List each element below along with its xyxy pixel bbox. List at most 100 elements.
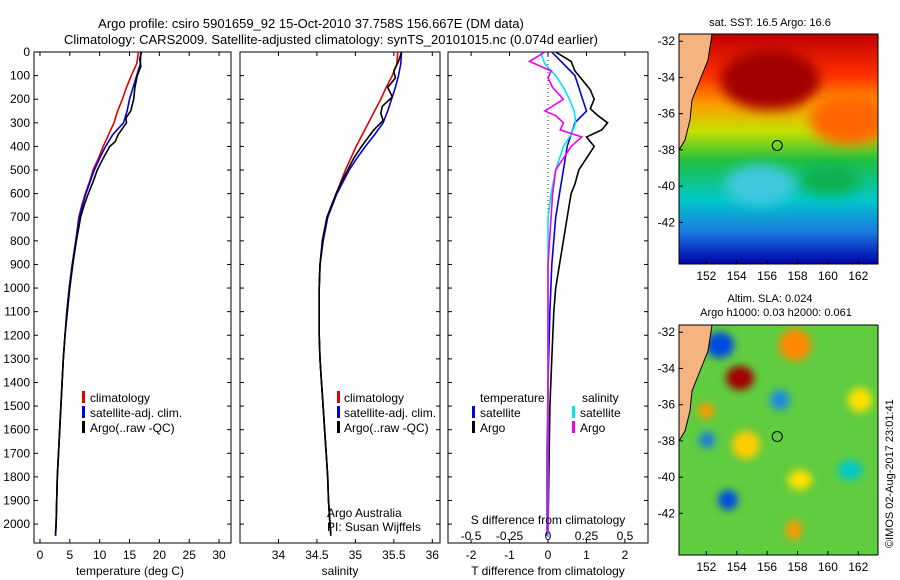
series-satellite — [54, 51, 142, 536]
lat-tick-label: -32 — [658, 34, 676, 48]
x-tick-label: 0 — [545, 548, 552, 562]
x-tick-label: 35.5 — [382, 548, 406, 562]
lat-tick-label: -40 — [658, 179, 676, 193]
x-tick-label: 20 — [153, 548, 167, 562]
s-tick-label: 0 — [545, 529, 552, 543]
depth-tick-label: 100 — [10, 69, 30, 83]
sst-warm-core — [720, 50, 820, 110]
temperature-x-axis: 0 5 10 15 20 25 30 — [37, 52, 226, 562]
s-difference-ticks: -0.5 -0.25 0 0.25 0.5 — [461, 529, 634, 543]
depth-tick-label: 1400 — [3, 375, 30, 389]
legend-label-argo: Argo(..raw -QC) — [344, 421, 429, 435]
salinity-panel: 34 34.5 35 35.5 36 salinity climatology sate… — [239, 51, 441, 578]
depth-tick-label: 800 — [10, 234, 30, 248]
depth-tick-label: 1300 — [3, 352, 30, 366]
x-tick-label: 30 — [212, 548, 226, 562]
depth-tick-label: 600 — [10, 187, 30, 201]
legend-label-s-argo: Argo — [580, 421, 606, 435]
t-difference-label: T difference from climatology — [471, 564, 625, 578]
s-tick-label: 0.25 — [575, 529, 599, 543]
sla-title-2: Argo h1000: 0.03 h2000: 0.061 — [700, 307, 852, 319]
sla-eddy-warm-4 — [698, 403, 714, 419]
legend-label-s-satellite: satellite — [580, 406, 621, 420]
legend-swatch-satellite — [82, 406, 85, 418]
sla-eddy-warm-7 — [786, 520, 802, 540]
depth-tick-label: 400 — [10, 139, 30, 153]
lon-tick-label: 162 — [848, 269, 868, 283]
sla-axis-ticks: 152 154 156 158 160 162 -32 -34 -36 -38 -40 -42 — [658, 325, 869, 574]
x-tick-label: 5 — [66, 548, 73, 562]
depth-tick-label: 1200 — [3, 328, 30, 342]
difference-legend: temperature satellite Argo salinity sate… — [472, 391, 621, 435]
legend-label-climatology: climatology — [90, 391, 150, 405]
x-tick-label: 34 — [272, 548, 286, 562]
legend-swatch-s-satellite — [572, 406, 575, 418]
sla-coastline — [679, 325, 713, 442]
temperature-legend: climatology satellite-adj. clim. Argo(..… — [82, 391, 182, 435]
lat-tick-label: -36 — [658, 107, 676, 121]
sla-field — [679, 325, 878, 555]
lat-tick-label: -42 — [658, 215, 676, 229]
temperature-axes — [33, 51, 232, 544]
x-tick-label: -1 — [504, 548, 515, 562]
legend-swatch-s-argo — [572, 421, 575, 433]
sst-map: sat. SST: 16.5 Argo: 16.6 152 154 156 158 16… — [658, 17, 879, 283]
x-tick-label: 2 — [622, 548, 629, 562]
lon-tick-label: 158 — [787, 560, 807, 574]
series-climatology — [318, 51, 399, 536]
depth-tick-label: 1900 — [3, 494, 30, 508]
lat-tick-label: -40 — [658, 470, 676, 484]
sla-eddy-warm-5 — [732, 431, 760, 459]
x-tick-label: 36 — [426, 548, 440, 562]
sst-land — [679, 34, 712, 150]
depth-tick-label: 200 — [10, 92, 30, 106]
sla-eddy-warm-6 — [788, 470, 812, 490]
lon-tick-label: 156 — [757, 560, 777, 574]
x-tick-label: 34.5 — [305, 548, 329, 562]
salinity-x-axis: 34 34.5 35 35.5 36 — [272, 52, 440, 562]
sla-land — [679, 325, 712, 441]
depth-tick-label: 500 — [10, 163, 30, 177]
depth-tick-label: 2000 — [3, 517, 30, 531]
argo-australia-label: Argo Australia — [327, 506, 402, 520]
lon-tick-label: 160 — [818, 269, 838, 283]
sla-argo-position — [771, 431, 783, 443]
sst-green-patch — [800, 165, 860, 195]
lon-tick-label: 154 — [727, 560, 747, 574]
legend-swatch-t-satellite — [472, 406, 475, 418]
legend-swatch-t-argo — [472, 421, 475, 433]
legend-swatch-satellite — [337, 406, 340, 418]
sst-field — [679, 34, 878, 264]
temperature-series — [54, 51, 143, 536]
x-tick-label: 10 — [93, 548, 107, 562]
x-tick-label: 25 — [183, 548, 197, 562]
sla-eddy-warm-2 — [779, 329, 811, 361]
s-tick-label: 0.5 — [617, 529, 634, 543]
depth-tick-label: 1600 — [3, 423, 30, 437]
lat-tick-label: -38 — [658, 143, 676, 157]
sla-eddy-cold-5 — [838, 460, 862, 480]
legend-title-temperature: temperature — [480, 391, 545, 405]
series-s-argo — [527, 51, 584, 534]
temperature-panel: 0100200300400500600700800900100011001200… — [3, 45, 232, 578]
sla-frame — [678, 324, 879, 556]
sst-title: sat. SST: 16.5 Argo: 16.6 — [709, 17, 831, 29]
sst-argo-position — [771, 140, 783, 152]
lon-tick-label: 152 — [696, 560, 716, 574]
sst-warm-tongue — [810, 95, 878, 145]
lat-tick-label: -32 — [658, 325, 676, 339]
temperature-xlabel: temperature (deg C) — [76, 564, 184, 578]
salinity-xlabel: salinity — [322, 564, 359, 578]
salinity-y-ticks — [240, 51, 440, 525]
x-tick-label: 15 — [123, 548, 137, 562]
series-t-satellite — [546, 51, 588, 536]
lon-tick-label: 156 — [757, 269, 777, 283]
depth-axis: 0 100 200 300 400 500 600 700 800 900 1000 1100 1200… — [3, 45, 231, 531]
legend-swatch-argo — [337, 421, 340, 433]
s-difference-label: S difference from climatology — [471, 513, 626, 527]
salinity-legend: climatology satellite-adj. clim. Argo(..… — [337, 391, 436, 435]
sla-title-1: Altim. SLA: 0.024 — [728, 293, 813, 305]
depth-tick-label: 1100 — [4, 305, 30, 319]
s-tick-label: -0.25 — [496, 529, 524, 543]
